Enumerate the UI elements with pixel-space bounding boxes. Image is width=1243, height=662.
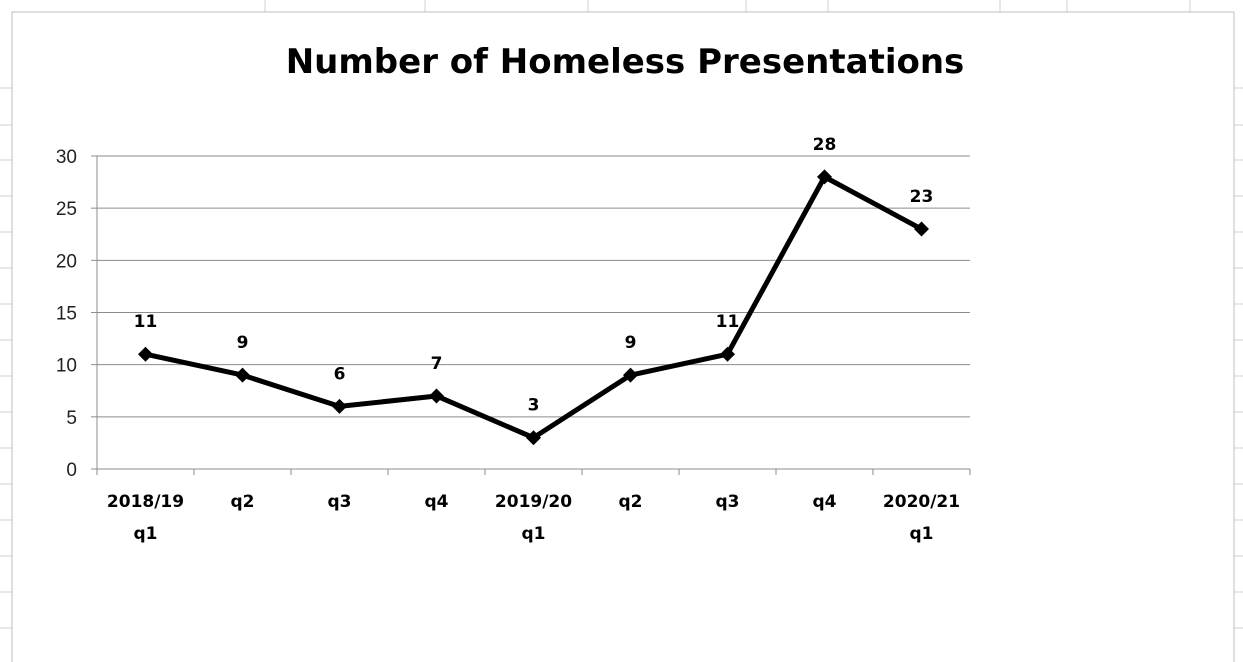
data-label: 7 (431, 354, 443, 374)
y-tick-label: 5 (66, 408, 77, 429)
chart-axes (91, 155, 971, 475)
y-axis-tick-labels: 0 5 10 15 20 25 30 (56, 147, 77, 481)
data-label: 11 (716, 312, 740, 332)
plot-gridlines (97, 155, 970, 418)
data-label: 11 (134, 312, 158, 332)
data-label: 28 (813, 135, 837, 155)
x-tick-label: q4 (813, 492, 837, 512)
data-point-marker (429, 388, 444, 404)
data-point-marker (623, 367, 638, 383)
data-point-marker (720, 346, 735, 362)
x-tick-label: q2 (231, 492, 255, 512)
x-axis-tick-labels: 2018/19 q1 q2 q3 q4 2019/20 q1 q2 q3 q4 2020/21 q1 (107, 492, 960, 544)
x-tick-label: 2019/20 q1 (495, 492, 572, 544)
x-tick-label: 2018/19 q1 (107, 492, 184, 544)
data-label: 9 (625, 333, 637, 353)
series-markers (138, 169, 929, 446)
chart-title: Number of Homeless Presentations (286, 42, 965, 82)
data-point-marker (526, 430, 541, 446)
y-tick-label: 20 (56, 251, 77, 272)
data-point-marker (914, 221, 929, 237)
x-tick-label: q4 (425, 492, 449, 512)
spreadsheet-gridlines (0, 0, 1243, 629)
x-tick-label: 2020/21 q1 (883, 492, 960, 544)
x-tick-label: q2 (619, 492, 643, 512)
data-point-marker (332, 398, 347, 414)
y-tick-label: 15 (56, 304, 77, 325)
chart-area[interactable] (11, 11, 1235, 662)
data-point-marker (138, 346, 153, 362)
y-tick-label: 0 (66, 460, 77, 481)
y-tick-label: 25 (56, 199, 77, 220)
data-label: 3 (528, 396, 540, 416)
data-point-marker (235, 367, 250, 383)
data-point-marker (817, 169, 832, 185)
data-labels: 11 9 6 7 3 9 11 28 23 (134, 135, 934, 416)
data-label: 9 (237, 333, 249, 353)
x-tick-label: q3 (716, 492, 740, 512)
y-tick-label: 10 (56, 356, 77, 377)
data-label: 23 (910, 187, 934, 207)
data-label: 6 (334, 364, 346, 384)
y-tick-label: 30 (56, 147, 77, 168)
x-tick-label: q3 (328, 492, 352, 512)
